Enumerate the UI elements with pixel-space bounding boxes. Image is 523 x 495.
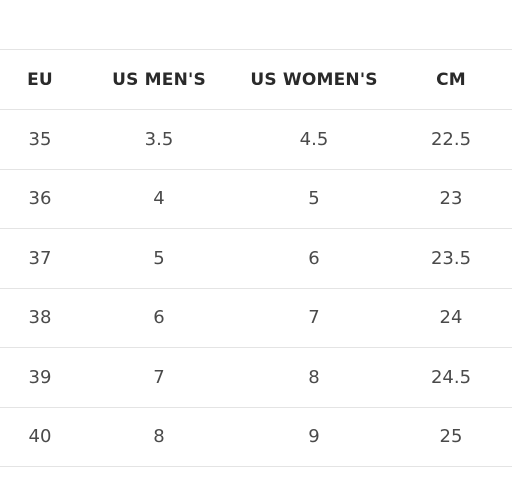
table-row: 36 4 5 23	[0, 169, 512, 229]
table-row: 37 5 6 23.5	[0, 228, 512, 289]
cell-us-mens: 3.5	[80, 109, 238, 170]
cell-us-mens: 6	[80, 288, 238, 348]
cell-us-womens: 6	[238, 228, 390, 289]
cell-eu: 39	[0, 347, 80, 408]
size-table-header: EU US MEN'S US WOMEN'S CM	[0, 49, 512, 110]
cell-us-womens: 5	[238, 169, 390, 229]
cell-us-womens: 9	[238, 407, 390, 467]
cell-cm: 25	[390, 407, 512, 467]
table-row: 39 7 8 24.5	[0, 347, 512, 408]
cell-cm: 23	[390, 169, 512, 229]
size-table-body: 35 3.5 4.5 22.5 36 4 5 23 37 5 6 23.5 38…	[0, 109, 512, 467]
table-row: 35 3.5 4.5 22.5	[0, 109, 512, 170]
cell-cm: 24	[390, 288, 512, 348]
shoe-size-table: EU US MEN'S US WOMEN'S CM 35 3.5 4.5 22.…	[0, 49, 512, 467]
table-row: 40 8 9 25	[0, 407, 512, 467]
header-us-womens: US WOMEN'S	[238, 49, 390, 110]
cell-cm: 22.5	[390, 109, 512, 170]
cell-us-womens: 4.5	[238, 109, 390, 170]
header-cm: CM	[390, 49, 512, 110]
cell-eu: 40	[0, 407, 80, 467]
cell-us-mens: 7	[80, 347, 238, 408]
cell-eu: 37	[0, 228, 80, 289]
cell-us-womens: 8	[238, 347, 390, 408]
cell-eu: 38	[0, 288, 80, 348]
cell-us-mens: 5	[80, 228, 238, 289]
header-row: EU US MEN'S US WOMEN'S CM	[0, 49, 512, 110]
header-eu: EU	[0, 49, 80, 110]
cell-eu: 36	[0, 169, 80, 229]
cell-us-womens: 7	[238, 288, 390, 348]
cell-eu: 35	[0, 109, 80, 170]
table-row: 38 6 7 24	[0, 288, 512, 348]
cell-us-mens: 4	[80, 169, 238, 229]
cell-cm: 24.5	[390, 347, 512, 408]
cell-cm: 23.5	[390, 228, 512, 289]
header-us-mens: US MEN'S	[80, 49, 238, 110]
cell-us-mens: 8	[80, 407, 238, 467]
